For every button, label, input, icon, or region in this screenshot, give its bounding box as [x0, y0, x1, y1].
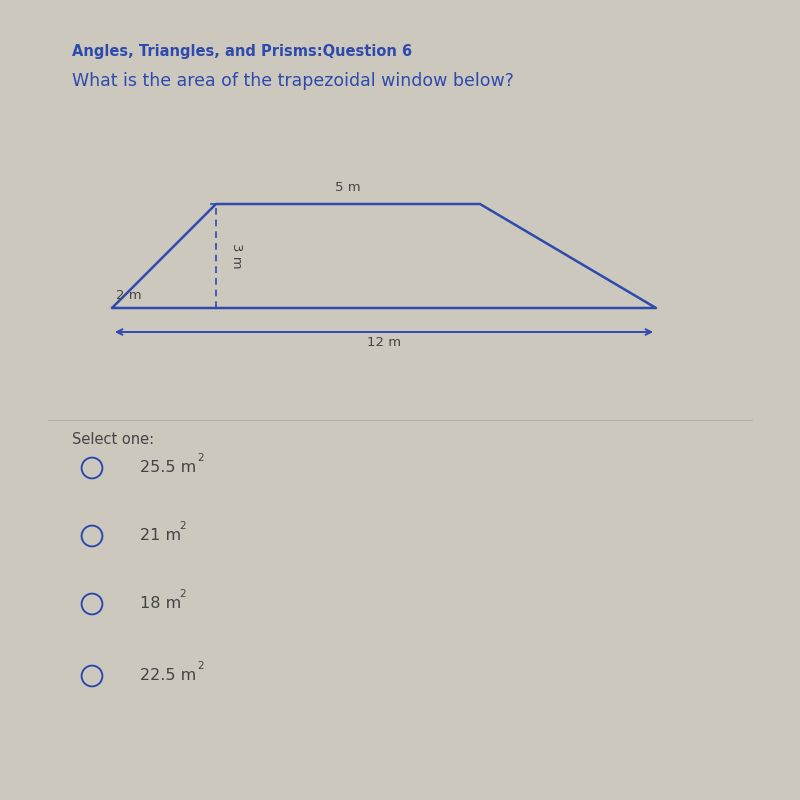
Text: 2: 2 — [198, 454, 204, 463]
Text: 5 m: 5 m — [335, 182, 361, 194]
Text: 22.5 m: 22.5 m — [140, 669, 196, 683]
Text: 25.5 m: 25.5 m — [140, 461, 196, 475]
Text: 12 m: 12 m — [367, 336, 401, 349]
Text: 2: 2 — [179, 590, 186, 599]
Text: 3 m: 3 m — [230, 243, 243, 269]
Text: 2: 2 — [179, 522, 186, 531]
Text: 2: 2 — [198, 662, 204, 671]
Text: 18 m: 18 m — [140, 597, 182, 611]
Text: Select one:: Select one: — [72, 432, 154, 447]
Text: 21 m: 21 m — [140, 529, 181, 543]
Text: What is the area of the trapezoidal window below?: What is the area of the trapezoidal wind… — [72, 72, 514, 90]
Text: Angles, Triangles, and Prisms:Question 6: Angles, Triangles, and Prisms:Question 6 — [72, 44, 412, 59]
Text: 2 m: 2 m — [116, 289, 142, 302]
